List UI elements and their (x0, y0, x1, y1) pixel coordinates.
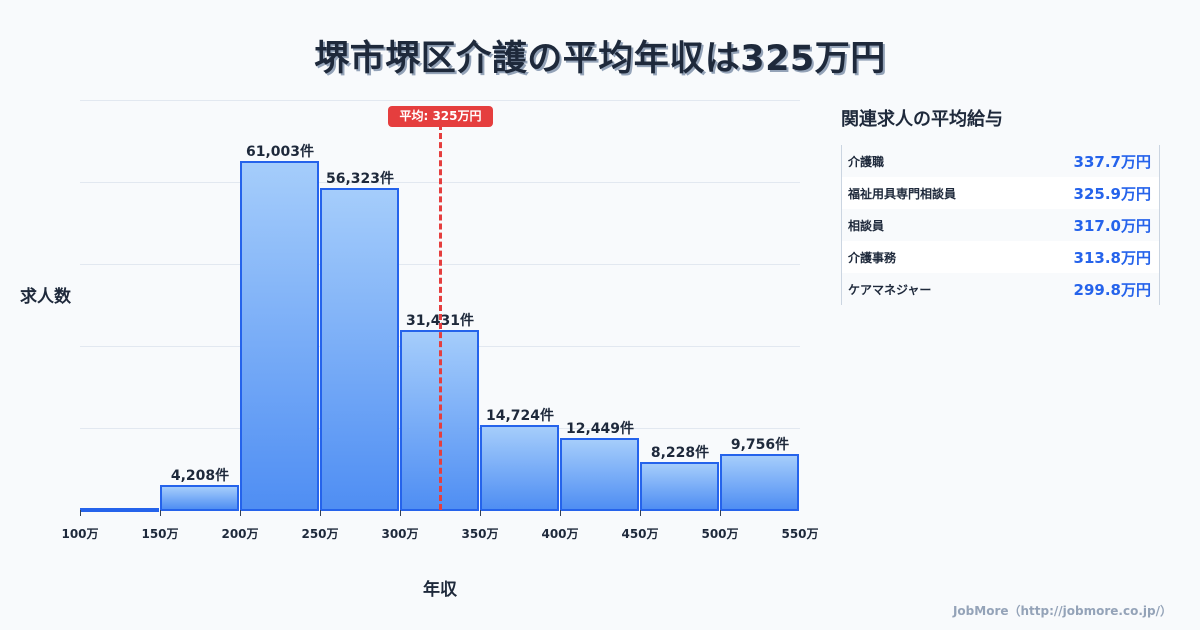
footer-credit: JobMore（http://jobmore.co.jp/） (952, 604, 1172, 618)
histogram-chart: 求人数 4,208件 61,003件 56,323件 31,431件 14,72… (20, 100, 819, 600)
x-tick (240, 510, 241, 516)
related-item[interactable]: 介護職 337.7万円 (842, 145, 1159, 177)
bar-350-400[interactable] (480, 425, 559, 511)
bar-value-label: 61,003件 (245, 144, 315, 160)
related-item-value: 313.8万円 (1073, 248, 1151, 267)
bar-200-250[interactable] (240, 161, 319, 511)
x-tick (720, 510, 721, 516)
bar-450-500[interactable] (640, 462, 719, 511)
related-item-name: 相談員 (848, 218, 885, 233)
related-item-name: 介護事務 (848, 250, 897, 265)
bar-value-label: 4,208件 (170, 468, 230, 484)
bar-150-200[interactable] (160, 485, 239, 511)
x-tick-label: 350万 (461, 527, 499, 541)
related-item-name: 介護職 (848, 154, 885, 169)
x-tick-label: 250万 (301, 527, 339, 541)
bar-value-label: 12,449件 (565, 421, 635, 437)
x-tick (640, 510, 641, 516)
x-tick-label: 300万 (381, 527, 419, 541)
related-item[interactable]: 介護事務 313.8万円 (842, 241, 1159, 273)
bar-500-550[interactable] (720, 454, 799, 511)
x-tick-label: 200万 (221, 527, 259, 541)
related-item-value: 299.8万円 (1073, 280, 1151, 299)
related-item-value: 325.9万円 (1073, 184, 1151, 203)
x-tick (400, 510, 401, 516)
x-tick-label: 500万 (701, 527, 739, 541)
bar-value-label: 8,228件 (650, 445, 710, 461)
related-salaries-list: 介護職 337.7万円 福祉用具専門相談員 325.9万円 相談員 317.0万… (841, 145, 1160, 305)
x-tick (320, 510, 321, 516)
x-tick-label: 150万 (141, 527, 179, 541)
related-item[interactable]: ケアマネジャー 299.8万円 (842, 273, 1159, 305)
x-axis-label: 年収 (423, 580, 457, 600)
bar-100-150[interactable] (80, 508, 159, 512)
x-tick (80, 510, 81, 516)
x-tick-label: 450万 (621, 527, 659, 541)
mean-line (439, 124, 442, 510)
related-item-name: ケアマネジャー (848, 282, 932, 297)
page-title: 堺市堺区介護の平均年収は325万円 (314, 39, 886, 79)
mean-badge: 平均: 325万円 (388, 106, 493, 127)
x-tick-label: 550万 (781, 527, 819, 541)
related-item-value: 337.7万円 (1073, 152, 1151, 171)
related-item[interactable]: 相談員 317.0万円 (842, 209, 1159, 241)
bar-250-300[interactable] (320, 188, 399, 511)
gridline (80, 100, 800, 101)
x-tick (560, 510, 561, 516)
bar-value-label: 14,724件 (485, 408, 555, 424)
x-tick-label: 400万 (541, 527, 579, 541)
x-tick (480, 510, 481, 516)
related-item[interactable]: 福祉用具専門相談員 325.9万円 (842, 177, 1159, 209)
x-tick-label: 100万 (61, 527, 99, 541)
related-item-value: 317.0万円 (1073, 216, 1151, 235)
x-tick (160, 510, 161, 516)
related-item-name: 福祉用具専門相談員 (848, 186, 957, 201)
bar-value-label: 9,756件 (730, 437, 790, 453)
bar-value-label: 56,323件 (325, 171, 395, 187)
bar-400-450[interactable] (560, 438, 639, 511)
related-salaries-title: 関連求人の平均給与 (841, 109, 1003, 130)
y-axis-label: 求人数 (20, 287, 71, 307)
